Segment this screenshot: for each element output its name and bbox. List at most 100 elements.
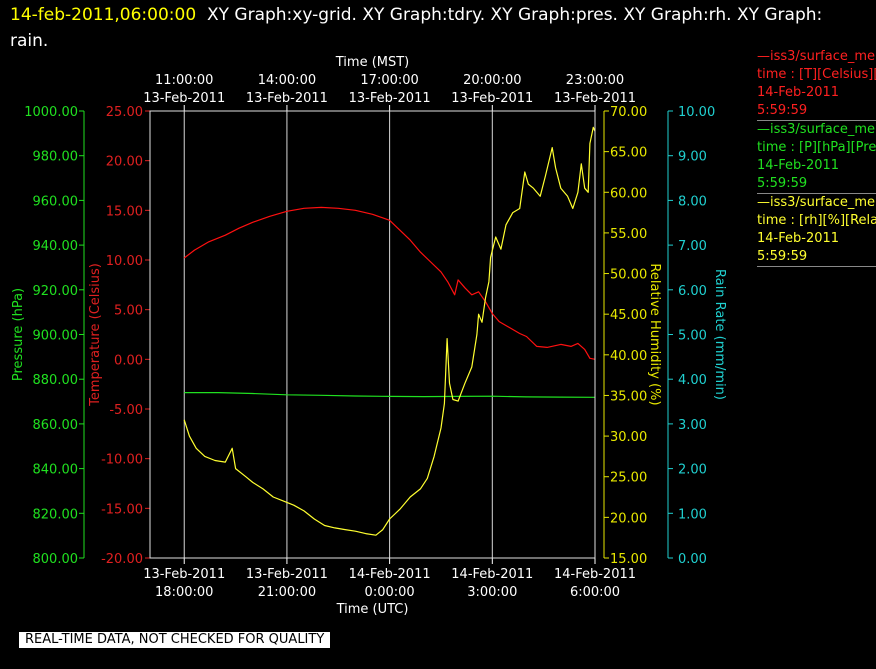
axis-tick-label: 40.00 bbox=[610, 349, 647, 364]
bottom-tick-label-time: 6:00:00 bbox=[570, 585, 620, 600]
axis-tick-label: 960.00 bbox=[33, 194, 79, 209]
legend-series-desc: time : [P][hPa][Pres bbox=[757, 140, 876, 155]
axis-tick-label: 25.00 bbox=[106, 105, 143, 120]
axis-tick-label: 1000.00 bbox=[24, 105, 78, 120]
axis-tick-label: 920.00 bbox=[33, 284, 79, 299]
legend-series-name: —iss3/surface_me bbox=[757, 49, 876, 64]
axis-tick-label: 70.00 bbox=[610, 105, 647, 120]
axis-tick-label: 10.00 bbox=[106, 254, 143, 269]
axis-tick-label: 45.00 bbox=[610, 308, 647, 323]
series-line-temperature bbox=[183, 206, 596, 360]
bottom-tick-label-date: 14-Feb-2011 bbox=[451, 567, 533, 582]
header-timestamp: 14-feb-2011,06:00:00 bbox=[10, 5, 197, 25]
legend-series-time: 5:59:59 bbox=[757, 249, 808, 264]
legend-series-name: —iss3/surface_me bbox=[757, 195, 876, 210]
top-tick-label-date: 13-Feb-2011 bbox=[554, 91, 636, 106]
axis-tick-label: 860.00 bbox=[33, 418, 79, 433]
axis-tick-label: 880.00 bbox=[33, 373, 79, 388]
axis-tick-label: 9.00 bbox=[678, 150, 707, 165]
axes: 11:00:00 13-Feb-2011 14:00:00 13-Feb-2011 17… bbox=[11, 73, 727, 600]
axis-tick-label: -15.00 bbox=[101, 502, 143, 517]
axis-title: Relative Humidity (%) bbox=[647, 263, 662, 405]
axis-rh: 15.00 20.00 25.00 30.00 35.00 40.00 45.00 50.00… bbox=[603, 105, 662, 567]
axis-tick-label: 820.00 bbox=[33, 507, 79, 522]
bottom-tick-label-date: 14-Feb-2011 bbox=[554, 567, 636, 582]
header-title: XY Graph:xy-grid. XY Graph:tdry. XY Grap… bbox=[206, 5, 823, 25]
axis-tick-label: 60.00 bbox=[610, 186, 647, 201]
top-tick-label-time: 17:00:00 bbox=[360, 73, 418, 88]
axis-tick-label: 35.00 bbox=[610, 389, 647, 404]
axis-tick-label: 4.00 bbox=[678, 373, 707, 388]
graph-header: 14-feb-2011,06:00:00 XY Graph:xy-grid. X… bbox=[10, 2, 850, 54]
series-line-pressure bbox=[184, 392, 596, 398]
plot-frame bbox=[149, 110, 596, 559]
legend-series-time: 5:59:59 bbox=[757, 103, 808, 118]
bottom-tick-label-time: 18:00:00 bbox=[155, 585, 213, 600]
top-tick-label-time: 14:00:00 bbox=[258, 73, 316, 88]
axis-tick-label: 15.00 bbox=[106, 204, 143, 219]
grid-lines bbox=[183, 111, 596, 558]
axis-tick-label: 900.00 bbox=[33, 329, 79, 344]
bottom-tick-label-date: 14-Feb-2011 bbox=[349, 567, 431, 582]
axis-tick-label: -20.00 bbox=[101, 552, 143, 567]
legend: —iss3/surface_me time : [T][Celsius][T 1… bbox=[757, 48, 876, 267]
axis-tick-label: 20.00 bbox=[106, 155, 143, 170]
axis-tick-label: -5.00 bbox=[109, 403, 143, 418]
series-lines bbox=[183, 126, 596, 536]
legend-series-date: 14-Feb-2011 bbox=[757, 231, 840, 246]
axis-title: Rain Rate (mm/min) bbox=[712, 269, 727, 400]
axis-tick-label: 8.00 bbox=[678, 194, 707, 209]
bottom-tick-label-time: 3:00:00 bbox=[467, 585, 517, 600]
axis-rain: 0.00 1.00 2.00 3.00 4.00 5.00 6.00 7.00 8.00 9.00… bbox=[667, 105, 727, 567]
bottom-tick-label-time: 0:00:00 bbox=[365, 585, 415, 600]
axis-pres: 800.00 820.00 840.00 860.00 880.00 900.00 920.… bbox=[11, 105, 85, 567]
top-tick-label-date: 13-Feb-2011 bbox=[143, 91, 225, 106]
legend-entry-pressure: —iss3/surface_me time : [P][hPa][Pres 14… bbox=[757, 121, 876, 194]
legend-series-desc: time : [T][Celsius][T bbox=[757, 67, 876, 82]
top-tick-label-time: 20:00:00 bbox=[463, 73, 521, 88]
axis-tick-label: 7.00 bbox=[678, 239, 707, 254]
top-tick-label-time: 23:00:00 bbox=[566, 73, 624, 88]
axis-tick-label: 25.00 bbox=[610, 471, 647, 486]
axis-tick-label: 50.00 bbox=[610, 268, 647, 283]
legend-series-desc: time : [rh][%][Relati bbox=[757, 213, 876, 228]
axis-tick-label: 1.00 bbox=[678, 507, 707, 522]
axis-tick-label: 30.00 bbox=[610, 430, 647, 445]
legend-series-date: 14-Feb-2011 bbox=[757, 158, 840, 173]
legend-series-name: —iss3/surface_me bbox=[757, 122, 876, 137]
axis-tick-label: 800.00 bbox=[33, 552, 79, 567]
axis-title: Temperature (Celsius) bbox=[88, 263, 103, 407]
bottom-tick-label-date: 13-Feb-2011 bbox=[143, 567, 225, 582]
axis-tick-label: 980.00 bbox=[33, 150, 79, 165]
axis-tick-label: 65.00 bbox=[610, 146, 647, 161]
axis-tick-label: 55.00 bbox=[610, 227, 647, 242]
axis-tick-label: 0.00 bbox=[678, 552, 707, 567]
axis-temp: -20.00 -15.00 -10.00 -5.00 0.00 5.00 10.00 15.0… bbox=[88, 105, 151, 567]
axis-tick-label: 5.00 bbox=[114, 304, 143, 319]
axis-title: Pressure (hPa) bbox=[11, 288, 26, 381]
legend-series-time: 5:59:59 bbox=[757, 176, 808, 191]
axis-tick-label: 3.00 bbox=[678, 418, 707, 433]
axis-tick-label: 5.00 bbox=[678, 329, 707, 344]
axis-tick-label: 6.00 bbox=[678, 284, 707, 299]
header-title-continued: rain. bbox=[10, 31, 49, 51]
quality-warning-banner: REAL-TIME DATA, NOT CHECKED FOR QUALITY bbox=[19, 632, 331, 648]
bottom-tick-label-time: 21:00:00 bbox=[258, 585, 316, 600]
top-tick-label-date: 13-Feb-2011 bbox=[246, 91, 328, 106]
series-line-relative-humidity bbox=[183, 126, 596, 536]
top-tick-label-date: 13-Feb-2011 bbox=[349, 91, 431, 106]
axis-tick-label: 15.00 bbox=[610, 552, 647, 567]
x-bottom-axis-label: Time (UTC) bbox=[336, 602, 409, 617]
axis-tick-label: -10.00 bbox=[101, 453, 143, 468]
legend-series-date: 14-Feb-2011 bbox=[757, 85, 840, 100]
legend-entry-temperature: —iss3/surface_me time : [T][Celsius][T 1… bbox=[757, 48, 876, 121]
axis-tick-label: 2.00 bbox=[678, 463, 707, 478]
axis-tick-label: 840.00 bbox=[33, 463, 79, 478]
axis-tick-label: 940.00 bbox=[33, 239, 79, 254]
axis-tick-label: 10.00 bbox=[678, 105, 715, 120]
bottom-tick-label-date: 13-Feb-2011 bbox=[246, 567, 328, 582]
top-tick-label-time: 11:00:00 bbox=[155, 73, 213, 88]
x-top-axis-label: Time (MST) bbox=[335, 55, 410, 70]
legend-entry-humidity: —iss3/surface_me time : [rh][%][Relati 1… bbox=[757, 194, 876, 267]
